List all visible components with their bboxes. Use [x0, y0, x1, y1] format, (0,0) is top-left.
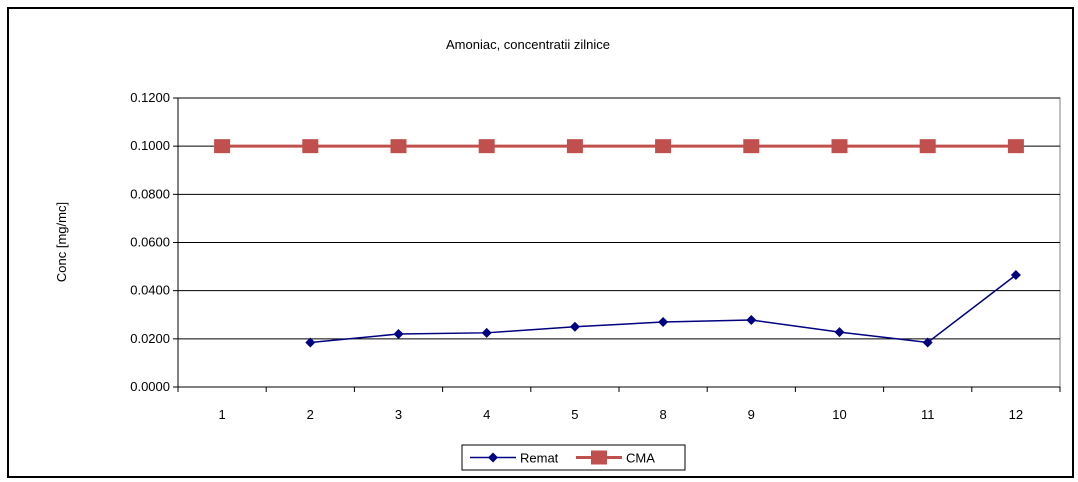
- y-tick-label: 0.0600: [130, 235, 170, 250]
- x-tick-label: 1: [218, 407, 225, 422]
- data-point-cma: [831, 139, 848, 154]
- data-point-remat: [658, 316, 669, 327]
- data-point-remat: [1010, 270, 1021, 281]
- data-point-remat: [305, 337, 316, 348]
- data-point-cma: [302, 139, 319, 154]
- x-tick-label: 9: [748, 407, 755, 422]
- y-axis-title: Conc [mg/mc]: [54, 202, 69, 282]
- data-point-cma: [214, 139, 231, 154]
- x-tick-label: 2: [307, 407, 314, 422]
- legend-marker-remat: [488, 452, 498, 463]
- x-tick-label: 3: [395, 407, 402, 422]
- legend-marker-cma: [591, 450, 607, 465]
- legend-label-remat: Remat: [520, 451, 559, 466]
- data-point-remat: [746, 315, 757, 326]
- y-tick-label: 0.1200: [130, 90, 170, 105]
- data-point-cma: [566, 139, 583, 154]
- data-point-remat: [481, 327, 492, 338]
- data-point-remat: [569, 321, 580, 332]
- chart-title: Amoniac, concentratii zilnice: [446, 37, 610, 52]
- legend: Remat CMA: [461, 444, 686, 471]
- data-point-cma: [655, 139, 672, 154]
- y-tick-label: 0.0200: [130, 331, 170, 346]
- x-tick-label: 4: [483, 407, 490, 422]
- data-point-remat: [922, 337, 933, 348]
- x-tick-label: 8: [659, 407, 666, 422]
- plot-area: 0.0000 0.0200 0.0400 0.0600 0.0800 0.1000 0.12…: [130, 90, 1061, 422]
- data-point-cma: [1007, 139, 1024, 154]
- y-tick-label: 0.0400: [130, 283, 170, 298]
- data-point-remat: [834, 327, 845, 338]
- x-tick-label: 10: [832, 407, 846, 422]
- x-tick-label: 12: [1009, 407, 1023, 422]
- y-tick-label: 0.0000: [130, 379, 170, 394]
- y-tick-label: 0.0800: [130, 186, 170, 201]
- data-point-cma: [390, 139, 407, 154]
- data-point-cma: [919, 139, 936, 154]
- x-tick-label: 11: [921, 407, 935, 422]
- data-point-remat: [393, 329, 404, 340]
- y-tick-label: 0.1000: [130, 138, 170, 153]
- legend-label-cma: CMA: [626, 451, 655, 466]
- data-point-cma: [478, 139, 495, 154]
- x-tick-label: 5: [571, 407, 578, 422]
- data-point-cma: [743, 139, 760, 154]
